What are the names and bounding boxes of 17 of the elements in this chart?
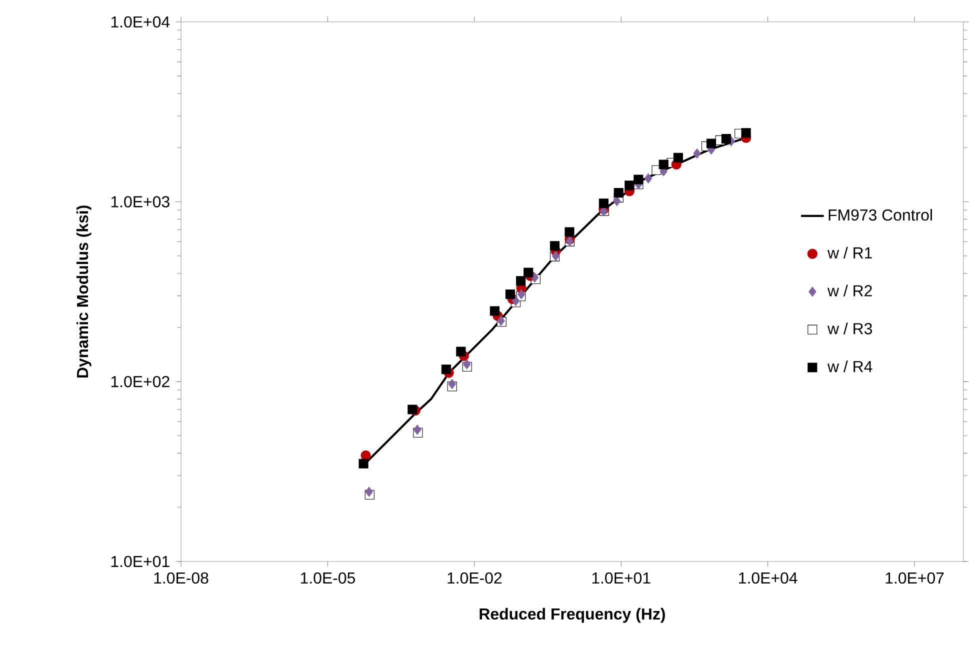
x-tick-label: 1.0E-05 [300,572,355,584]
legend-label: w / R4 [827,360,872,372]
y-tick-label: 1.0E+02 [111,376,170,388]
y-tick-label: 1.0E+04 [111,16,170,28]
x-tick-label: 1.0E+04 [739,572,798,584]
x-axis-title: Reduced Frequency (Hz) [480,608,665,623]
x-tick-label: 1.0E-08 [154,572,208,584]
x-tick-label: 1.0E-02 [448,572,502,584]
x-tick-label: 1.0E+01 [592,572,650,584]
y-tick-label: 1.0E+01 [111,556,170,568]
legend-label: FM973 Control [828,208,932,221]
legend-label: w / R3 [827,322,872,334]
y-axis-title: Dynamic Modulus (ksi) [76,206,92,378]
legend-label: w / R1 [827,246,872,258]
legend-label: w / R2 [827,284,872,296]
x-tick-label: 1.0E+07 [886,572,944,584]
y-tick-label: 1.0E+03 [111,196,170,208]
